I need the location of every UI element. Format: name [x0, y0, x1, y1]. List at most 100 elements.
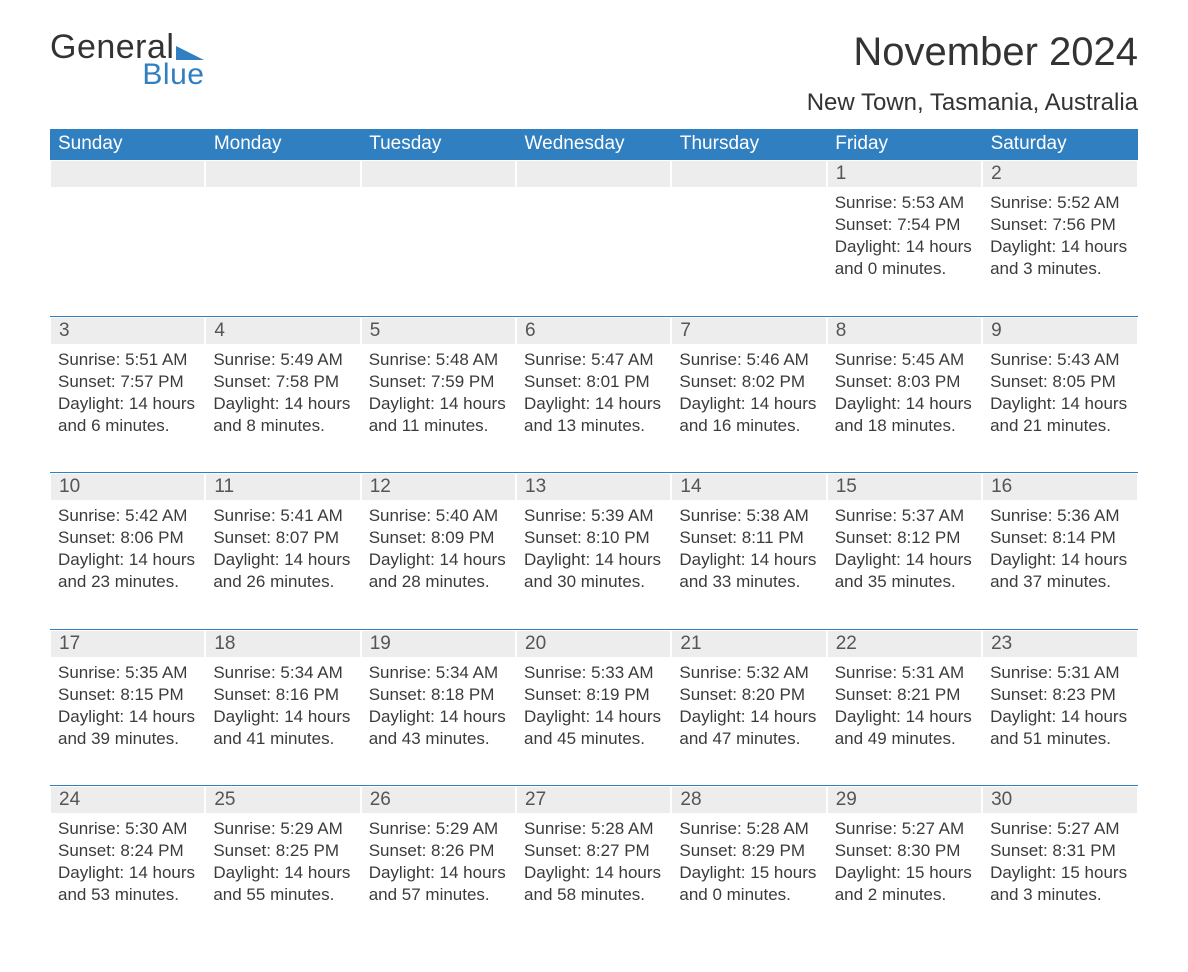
week-row: Sunrise: 5:35 AMSunset: 8:15 PMDaylight:… — [50, 658, 1138, 786]
day-cell: Sunrise: 5:48 AMSunset: 7:59 PMDaylight:… — [361, 345, 516, 473]
day-number: 9 — [983, 318, 1136, 344]
day-body: Sunrise: 5:28 AMSunset: 8:27 PMDaylight:… — [516, 814, 671, 906]
day-cell: Sunrise: 5:28 AMSunset: 8:27 PMDaylight:… — [516, 814, 671, 942]
day-cell: Sunrise: 5:34 AMSunset: 8:18 PMDaylight:… — [361, 658, 516, 786]
week-row: Sunrise: 5:42 AMSunset: 8:06 PMDaylight:… — [50, 501, 1138, 629]
day-cell: Sunrise: 5:51 AMSunset: 7:57 PMDaylight:… — [50, 345, 205, 473]
day-cell: Sunrise: 5:34 AMSunset: 8:16 PMDaylight:… — [205, 658, 360, 786]
day-body: Sunrise: 5:45 AMSunset: 8:03 PMDaylight:… — [827, 345, 982, 437]
calendar-table: SundayMondayTuesdayWednesdayThursdayFrid… — [50, 129, 1138, 942]
week-row: Sunrise: 5:30 AMSunset: 8:24 PMDaylight:… — [50, 814, 1138, 942]
day-body: Sunrise: 5:40 AMSunset: 8:09 PMDaylight:… — [361, 501, 516, 593]
day-number: 24 — [51, 787, 204, 813]
day-body: Sunrise: 5:34 AMSunset: 8:18 PMDaylight:… — [361, 658, 516, 750]
weekday-header: Saturday — [982, 129, 1137, 160]
daynum-row: 12 — [50, 160, 1138, 189]
day-number: 15 — [828, 474, 981, 500]
day-number — [206, 161, 359, 187]
month-title: November 2024 — [807, 30, 1138, 75]
day-body: Sunrise: 5:52 AMSunset: 7:56 PMDaylight:… — [982, 188, 1137, 280]
day-body: Sunrise: 5:53 AMSunset: 7:54 PMDaylight:… — [827, 188, 982, 280]
day-number: 17 — [51, 631, 204, 657]
day-number: 27 — [517, 787, 670, 813]
location-text: New Town, Tasmania, Australia — [807, 89, 1138, 117]
week-row: Sunrise: 5:53 AMSunset: 7:54 PMDaylight:… — [50, 188, 1138, 316]
day-body: Sunrise: 5:28 AMSunset: 8:29 PMDaylight:… — [671, 814, 826, 906]
daynum-row: 24252627282930 — [50, 786, 1138, 815]
day-number: 11 — [206, 474, 359, 500]
day-cell: Sunrise: 5:27 AMSunset: 8:30 PMDaylight:… — [827, 814, 982, 942]
day-cell: Sunrise: 5:53 AMSunset: 7:54 PMDaylight:… — [827, 188, 982, 316]
day-cell: Sunrise: 5:47 AMSunset: 8:01 PMDaylight:… — [516, 345, 671, 473]
day-cell: Sunrise: 5:37 AMSunset: 8:12 PMDaylight:… — [827, 501, 982, 629]
day-cell: Sunrise: 5:38 AMSunset: 8:11 PMDaylight:… — [671, 501, 826, 629]
day-cell: Sunrise: 5:39 AMSunset: 8:10 PMDaylight:… — [516, 501, 671, 629]
day-body: Sunrise: 5:51 AMSunset: 7:57 PMDaylight:… — [50, 345, 205, 437]
day-body: Sunrise: 5:27 AMSunset: 8:30 PMDaylight:… — [827, 814, 982, 906]
day-number: 29 — [828, 787, 981, 813]
day-body: Sunrise: 5:32 AMSunset: 8:20 PMDaylight:… — [671, 658, 826, 750]
weekday-header: Thursday — [671, 129, 826, 160]
day-number: 13 — [517, 474, 670, 500]
day-number: 19 — [362, 631, 515, 657]
day-cell: Sunrise: 5:45 AMSunset: 8:03 PMDaylight:… — [827, 345, 982, 473]
day-number: 25 — [206, 787, 359, 813]
day-number — [362, 161, 515, 187]
day-body: Sunrise: 5:49 AMSunset: 7:58 PMDaylight:… — [205, 345, 360, 437]
day-body: Sunrise: 5:34 AMSunset: 8:16 PMDaylight:… — [205, 658, 360, 750]
day-body: Sunrise: 5:27 AMSunset: 8:31 PMDaylight:… — [982, 814, 1137, 906]
logo: General Blue — [50, 30, 204, 90]
day-number: 10 — [51, 474, 204, 500]
day-body: Sunrise: 5:38 AMSunset: 8:11 PMDaylight:… — [671, 501, 826, 593]
day-number: 21 — [672, 631, 825, 657]
weekday-header: Friday — [827, 129, 982, 160]
day-number: 5 — [362, 318, 515, 344]
day-number: 22 — [828, 631, 981, 657]
day-number — [672, 161, 825, 187]
day-number: 20 — [517, 631, 670, 657]
day-cell: Sunrise: 5:32 AMSunset: 8:20 PMDaylight:… — [671, 658, 826, 786]
day-body: Sunrise: 5:37 AMSunset: 8:12 PMDaylight:… — [827, 501, 982, 593]
day-number: 18 — [206, 631, 359, 657]
day-cell: Sunrise: 5:35 AMSunset: 8:15 PMDaylight:… — [50, 658, 205, 786]
day-cell: Sunrise: 5:42 AMSunset: 8:06 PMDaylight:… — [50, 501, 205, 629]
day-body: Sunrise: 5:29 AMSunset: 8:25 PMDaylight:… — [205, 814, 360, 906]
day-cell: Sunrise: 5:27 AMSunset: 8:31 PMDaylight:… — [982, 814, 1137, 942]
day-number: 1 — [828, 161, 981, 187]
weekday-header: Wednesday — [516, 129, 671, 160]
day-body: Sunrise: 5:43 AMSunset: 8:05 PMDaylight:… — [982, 345, 1137, 437]
day-number: 6 — [517, 318, 670, 344]
day-number — [51, 161, 204, 187]
day-body: Sunrise: 5:29 AMSunset: 8:26 PMDaylight:… — [361, 814, 516, 906]
day-number: 2 — [983, 161, 1136, 187]
day-cell: Sunrise: 5:33 AMSunset: 8:19 PMDaylight:… — [516, 658, 671, 786]
day-cell: Sunrise: 5:29 AMSunset: 8:26 PMDaylight:… — [361, 814, 516, 942]
day-number: 3 — [51, 318, 204, 344]
day-number: 4 — [206, 318, 359, 344]
day-cell: Sunrise: 5:30 AMSunset: 8:24 PMDaylight:… — [50, 814, 205, 942]
logo-text-blue: Blue — [50, 60, 204, 90]
day-cell: Sunrise: 5:41 AMSunset: 8:07 PMDaylight:… — [205, 501, 360, 629]
weekday-header: Sunday — [50, 129, 205, 160]
day-cell — [671, 188, 826, 316]
weekday-header: Monday — [205, 129, 360, 160]
day-cell: Sunrise: 5:36 AMSunset: 8:14 PMDaylight:… — [982, 501, 1137, 629]
day-cell: Sunrise: 5:43 AMSunset: 8:05 PMDaylight:… — [982, 345, 1137, 473]
day-cell: Sunrise: 5:31 AMSunset: 8:23 PMDaylight:… — [982, 658, 1137, 786]
day-cell: Sunrise: 5:49 AMSunset: 7:58 PMDaylight:… — [205, 345, 360, 473]
day-body: Sunrise: 5:47 AMSunset: 8:01 PMDaylight:… — [516, 345, 671, 437]
day-cell: Sunrise: 5:46 AMSunset: 8:02 PMDaylight:… — [671, 345, 826, 473]
day-body: Sunrise: 5:35 AMSunset: 8:15 PMDaylight:… — [50, 658, 205, 750]
day-number: 16 — [983, 474, 1136, 500]
weekday-header-row: SundayMondayTuesdayWednesdayThursdayFrid… — [50, 129, 1138, 160]
day-body: Sunrise: 5:48 AMSunset: 7:59 PMDaylight:… — [361, 345, 516, 437]
day-cell: Sunrise: 5:52 AMSunset: 7:56 PMDaylight:… — [982, 188, 1137, 316]
day-body: Sunrise: 5:33 AMSunset: 8:19 PMDaylight:… — [516, 658, 671, 750]
day-body: Sunrise: 5:31 AMSunset: 8:21 PMDaylight:… — [827, 658, 982, 750]
day-number: 7 — [672, 318, 825, 344]
page-header: General Blue November 2024 New Town, Tas… — [50, 30, 1138, 117]
day-body: Sunrise: 5:41 AMSunset: 8:07 PMDaylight:… — [205, 501, 360, 593]
day-body: Sunrise: 5:31 AMSunset: 8:23 PMDaylight:… — [982, 658, 1137, 750]
day-number: 23 — [983, 631, 1136, 657]
title-block: November 2024 New Town, Tasmania, Austra… — [807, 30, 1138, 117]
